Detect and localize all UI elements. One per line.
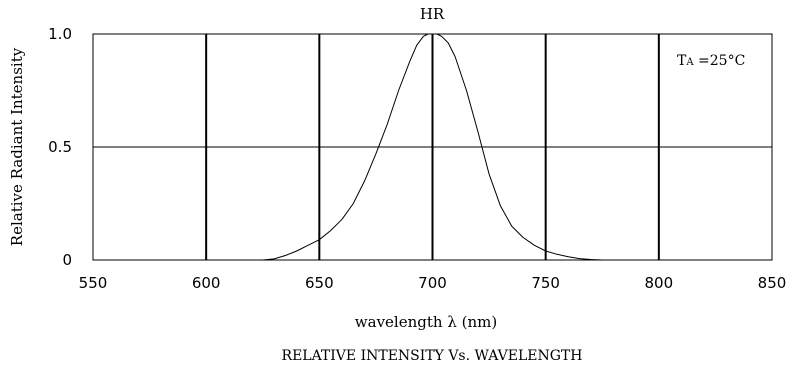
y-tick-label: 1.0	[48, 25, 72, 43]
y-tick-label: 0.5	[48, 138, 72, 156]
x-tick-label: 850	[758, 274, 787, 292]
annotation-subscript: A	[685, 57, 694, 68]
temperature-annotation: TA =25°C	[677, 53, 745, 69]
x-axis-ticks: 550 600 650 700 750 800 850	[79, 274, 787, 292]
series-layer	[262, 33, 603, 261]
y-axis-ticks: 0 0.5 1.0	[48, 25, 72, 269]
annotation-rest: =25°C	[694, 53, 746, 69]
y-axis-label: Relative Radiant Intensity	[8, 47, 26, 246]
x-tick-label: 650	[305, 274, 334, 292]
x-tick-label: 700	[418, 274, 447, 292]
x-tick-label: 550	[79, 274, 108, 292]
grid-layer	[93, 34, 772, 260]
chart-title: HR	[420, 5, 445, 23]
spectrum-curve	[262, 33, 603, 261]
x-tick-label: 600	[192, 274, 221, 292]
x-tick-label: 750	[531, 274, 560, 292]
annotation-main: T	[677, 53, 687, 69]
x-tick-label: 800	[645, 274, 674, 292]
y-tick-label: 0	[62, 251, 72, 269]
x-axis-label: wavelength λ (nm)	[355, 313, 497, 331]
chart-caption: RELATIVE INTENSITY Vs. WAVELENGTH	[282, 348, 583, 364]
